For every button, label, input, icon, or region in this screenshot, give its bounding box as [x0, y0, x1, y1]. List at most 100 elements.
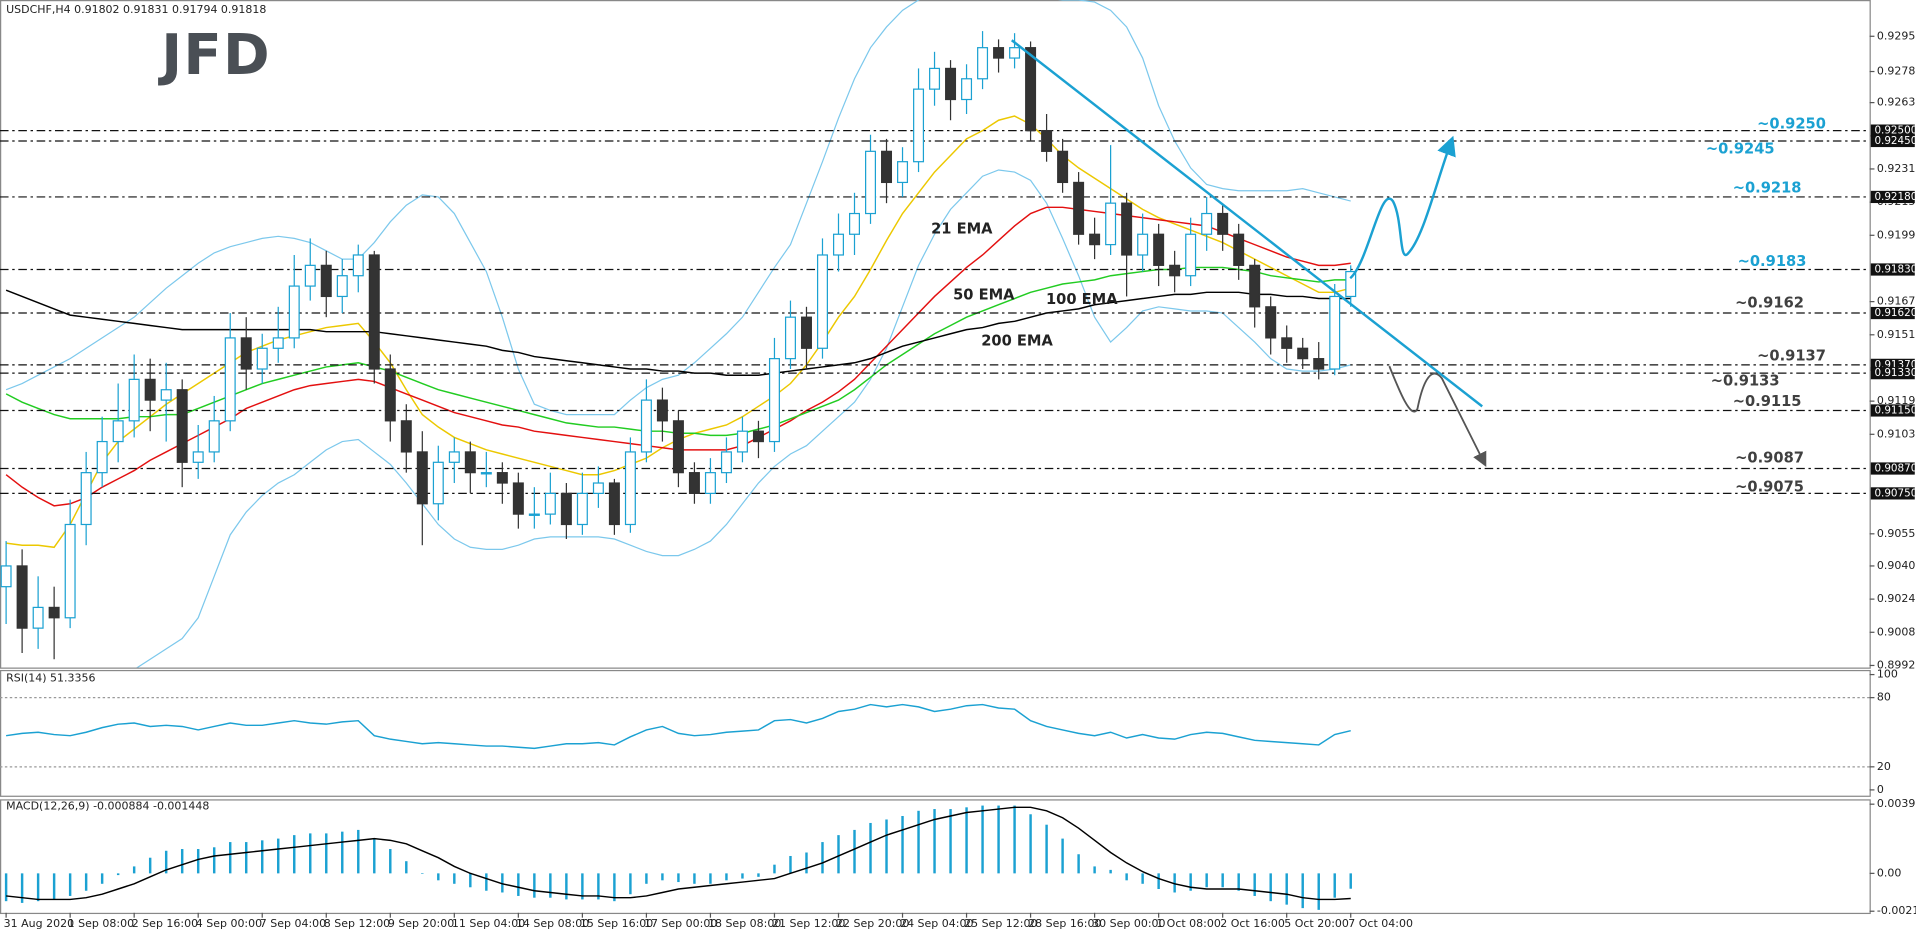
- macd-bar: [1077, 854, 1080, 874]
- level-label: ~0.9115: [1733, 393, 1802, 410]
- level-axis-label: 0.92500: [1874, 125, 1916, 137]
- candle-body: [832, 233, 844, 256]
- macd-bar: [789, 855, 792, 874]
- candle-body: [512, 482, 524, 515]
- macd-bar: [1173, 873, 1176, 893]
- candle-body: [576, 492, 588, 526]
- axes: 0.929550.927850.926350.923150.921550.919…: [4, 29, 1916, 930]
- candle-body: [945, 67, 957, 101]
- macd-bar: [1093, 866, 1096, 874]
- level-axis-label: 0.91620: [1874, 307, 1916, 319]
- macd-bar: [4, 873, 8, 902]
- macd-bar: [1253, 873, 1256, 896]
- candle-body: [961, 78, 973, 101]
- candle-body: [64, 523, 76, 619]
- macd-bar: [757, 873, 760, 877]
- candle-body: [736, 430, 748, 453]
- macd-bar: [485, 873, 488, 891]
- macd-bar: [565, 873, 568, 900]
- macd-bar: [981, 805, 984, 874]
- candle-body: [1297, 347, 1309, 360]
- macd-bar: [1157, 873, 1160, 890]
- level-axis-label: 0.91330: [1874, 367, 1916, 379]
- level-label: ~0.9183: [1738, 253, 1807, 270]
- y-tick-label: 0.00398: [1877, 797, 1916, 810]
- macd-bar: [1189, 873, 1192, 891]
- level-label: ~0.9075: [1735, 478, 1804, 495]
- candle-body: [224, 337, 236, 422]
- level-axis-box: [1870, 134, 1915, 148]
- macd-bar: [533, 873, 536, 898]
- macd-bar: [1141, 873, 1144, 884]
- macd-bar: [1125, 873, 1128, 881]
- candle-body: [16, 565, 28, 629]
- level-axis-label: 0.91370: [1874, 359, 1916, 371]
- macd-frame: [0, 799, 1871, 915]
- x-tick-label: 2 Sep 16:00: [132, 917, 198, 930]
- y-tick-label: 100: [1877, 668, 1898, 681]
- candle-body: [1089, 233, 1101, 246]
- level-label: ~0.9137: [1757, 347, 1826, 364]
- y-tick-label: 0.91035: [1877, 427, 1916, 440]
- x-tick-label: 18 Sep 08:00: [708, 917, 781, 930]
- candle-body: [128, 378, 140, 422]
- macd-bar: [1285, 873, 1288, 905]
- macd-bar: [661, 873, 664, 881]
- macd-bar: [1301, 873, 1304, 909]
- macd-bar: [1317, 873, 1320, 910]
- x-tick-label: 22 Sep 20:00: [836, 917, 909, 930]
- candle-body: [48, 606, 60, 619]
- candle-body: [272, 337, 284, 349]
- y-tick-label: 0.91195: [1877, 394, 1916, 407]
- rsi-line: [6, 703, 1351, 750]
- macd-bar: [84, 873, 88, 891]
- x-tick-label: 4 Sep 00:00: [196, 917, 262, 930]
- candle-body: [993, 47, 1005, 59]
- macd-bar: [805, 852, 808, 874]
- macd-bar: [52, 873, 56, 900]
- macd-bar: [341, 831, 344, 874]
- level-axis-label: 0.92180: [1874, 191, 1916, 203]
- macd-bar: [228, 842, 232, 874]
- candle-body: [240, 337, 252, 370]
- candle-body: [192, 451, 204, 463]
- x-tick-label: 11 Sep 04:00: [452, 917, 525, 930]
- macd-bar: [373, 838, 376, 874]
- macd-bar: [1061, 838, 1064, 874]
- macd-bar: [309, 833, 312, 874]
- level-label: ~0.9087: [1735, 450, 1804, 467]
- ema-label: 200 EMA: [981, 333, 1053, 350]
- x-tick-label: 7 Sep 04:00: [260, 917, 326, 930]
- candle-body: [432, 461, 444, 505]
- macd-bar: [517, 873, 520, 896]
- candle-body: [1153, 233, 1165, 266]
- macd-bar: [597, 873, 600, 900]
- scenario-arrow: [1349, 135, 1456, 280]
- bollinger-upper: [5, 0, 1351, 416]
- candle-body: [816, 254, 828, 349]
- candle-body: [672, 420, 684, 474]
- y-tick-label: 0: [1877, 783, 1884, 796]
- y-tick-label: 0.89920: [1877, 658, 1916, 671]
- macd-bar: [1221, 873, 1224, 888]
- candle-body: [624, 451, 636, 526]
- macd-bar: [405, 861, 408, 874]
- candle-body: [448, 451, 460, 463]
- macd-bar: [629, 873, 632, 895]
- candle-body: [752, 430, 764, 443]
- macd-bar: [36, 873, 40, 902]
- x-tick-label: 15 Sep 16:00: [580, 917, 653, 930]
- macd-bar: [885, 819, 888, 874]
- main-frame: [0, 0, 1871, 669]
- level-axis-box: [1870, 487, 1915, 500]
- level-axis-label: 0.90870: [1874, 463, 1916, 475]
- candle-body: [720, 451, 732, 474]
- x-tick-label: 30 Sep 00:00: [1092, 917, 1165, 930]
- macd-bar: [613, 873, 616, 902]
- macd-bar: [501, 873, 504, 893]
- y-tick-label: 0.92955: [1877, 29, 1916, 42]
- candle-body: [560, 492, 572, 526]
- y-tick-label: 20: [1877, 760, 1891, 773]
- macd-bar: [357, 829, 360, 874]
- macd-bar: [997, 805, 1000, 874]
